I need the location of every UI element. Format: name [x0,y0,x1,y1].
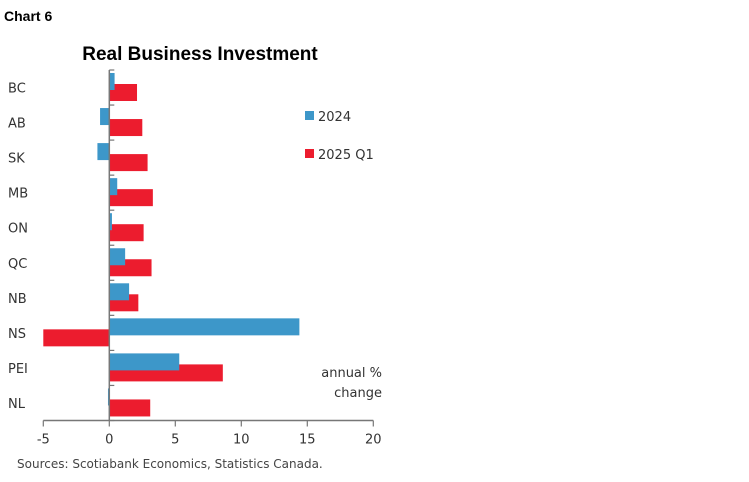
bar-ns-2025q1 [43,329,110,347]
bar-pei-2024 [109,353,180,371]
legend-label-2024: 2024 [318,110,351,125]
bar-sk-2024 [97,143,110,161]
bar-ab-2024 [100,108,110,126]
category-label: PEI [8,362,28,377]
x-tick-label: 20 [365,433,382,448]
bar-bc-2025q1 [109,84,138,101]
category-label: ON [8,222,28,237]
bar-nl-2025q1 [109,399,151,417]
legend-swatch-2025q1 [305,149,314,158]
bar-bc-2024 [109,73,115,90]
category-label: NL [8,397,26,412]
x-tick-label: -5 [37,433,50,448]
bar-mb-2025q1 [109,189,153,207]
bar-ns-2024 [109,318,300,336]
bar-on-2025q1 [109,224,144,242]
bar-qc-2024 [109,248,126,266]
category-label: NS [8,327,26,342]
bar-nb-2024 [109,283,130,301]
category-label: NB [8,292,27,307]
unit-annotation-line2: change [334,386,382,401]
bars [43,73,300,417]
category-label: SK [8,152,25,167]
category-label: QC [8,257,27,272]
x-tick-label: 0 [105,433,113,448]
x-tick-label: 15 [299,433,316,448]
category-label: AB [8,117,26,132]
x-tick-label: 5 [171,433,179,448]
chart-number: Chart 6 [4,8,52,24]
axes: BC AB SK MB ON QC NB NS PEI NL -5 0 5 10 15 20 [8,69,382,448]
legend: 2024 2025 Q1 [305,110,374,163]
bar-ab-2025q1 [109,119,143,137]
bar-on-2024 [109,213,112,231]
chart-title: Real Business Investment [82,44,318,65]
source-note: Sources: Scotiabank Economics, Statistic… [17,457,323,471]
unit-annotation-line1: annual % [321,366,382,381]
x-tick-label: 10 [233,433,250,448]
legend-swatch-2024 [305,111,314,120]
legend-label-2025q1: 2025 Q1 [318,148,374,163]
bar-sk-2025q1 [109,154,148,172]
bar-mb-2024 [109,178,118,196]
category-label: MB [8,187,28,202]
category-label: BC [8,82,26,97]
